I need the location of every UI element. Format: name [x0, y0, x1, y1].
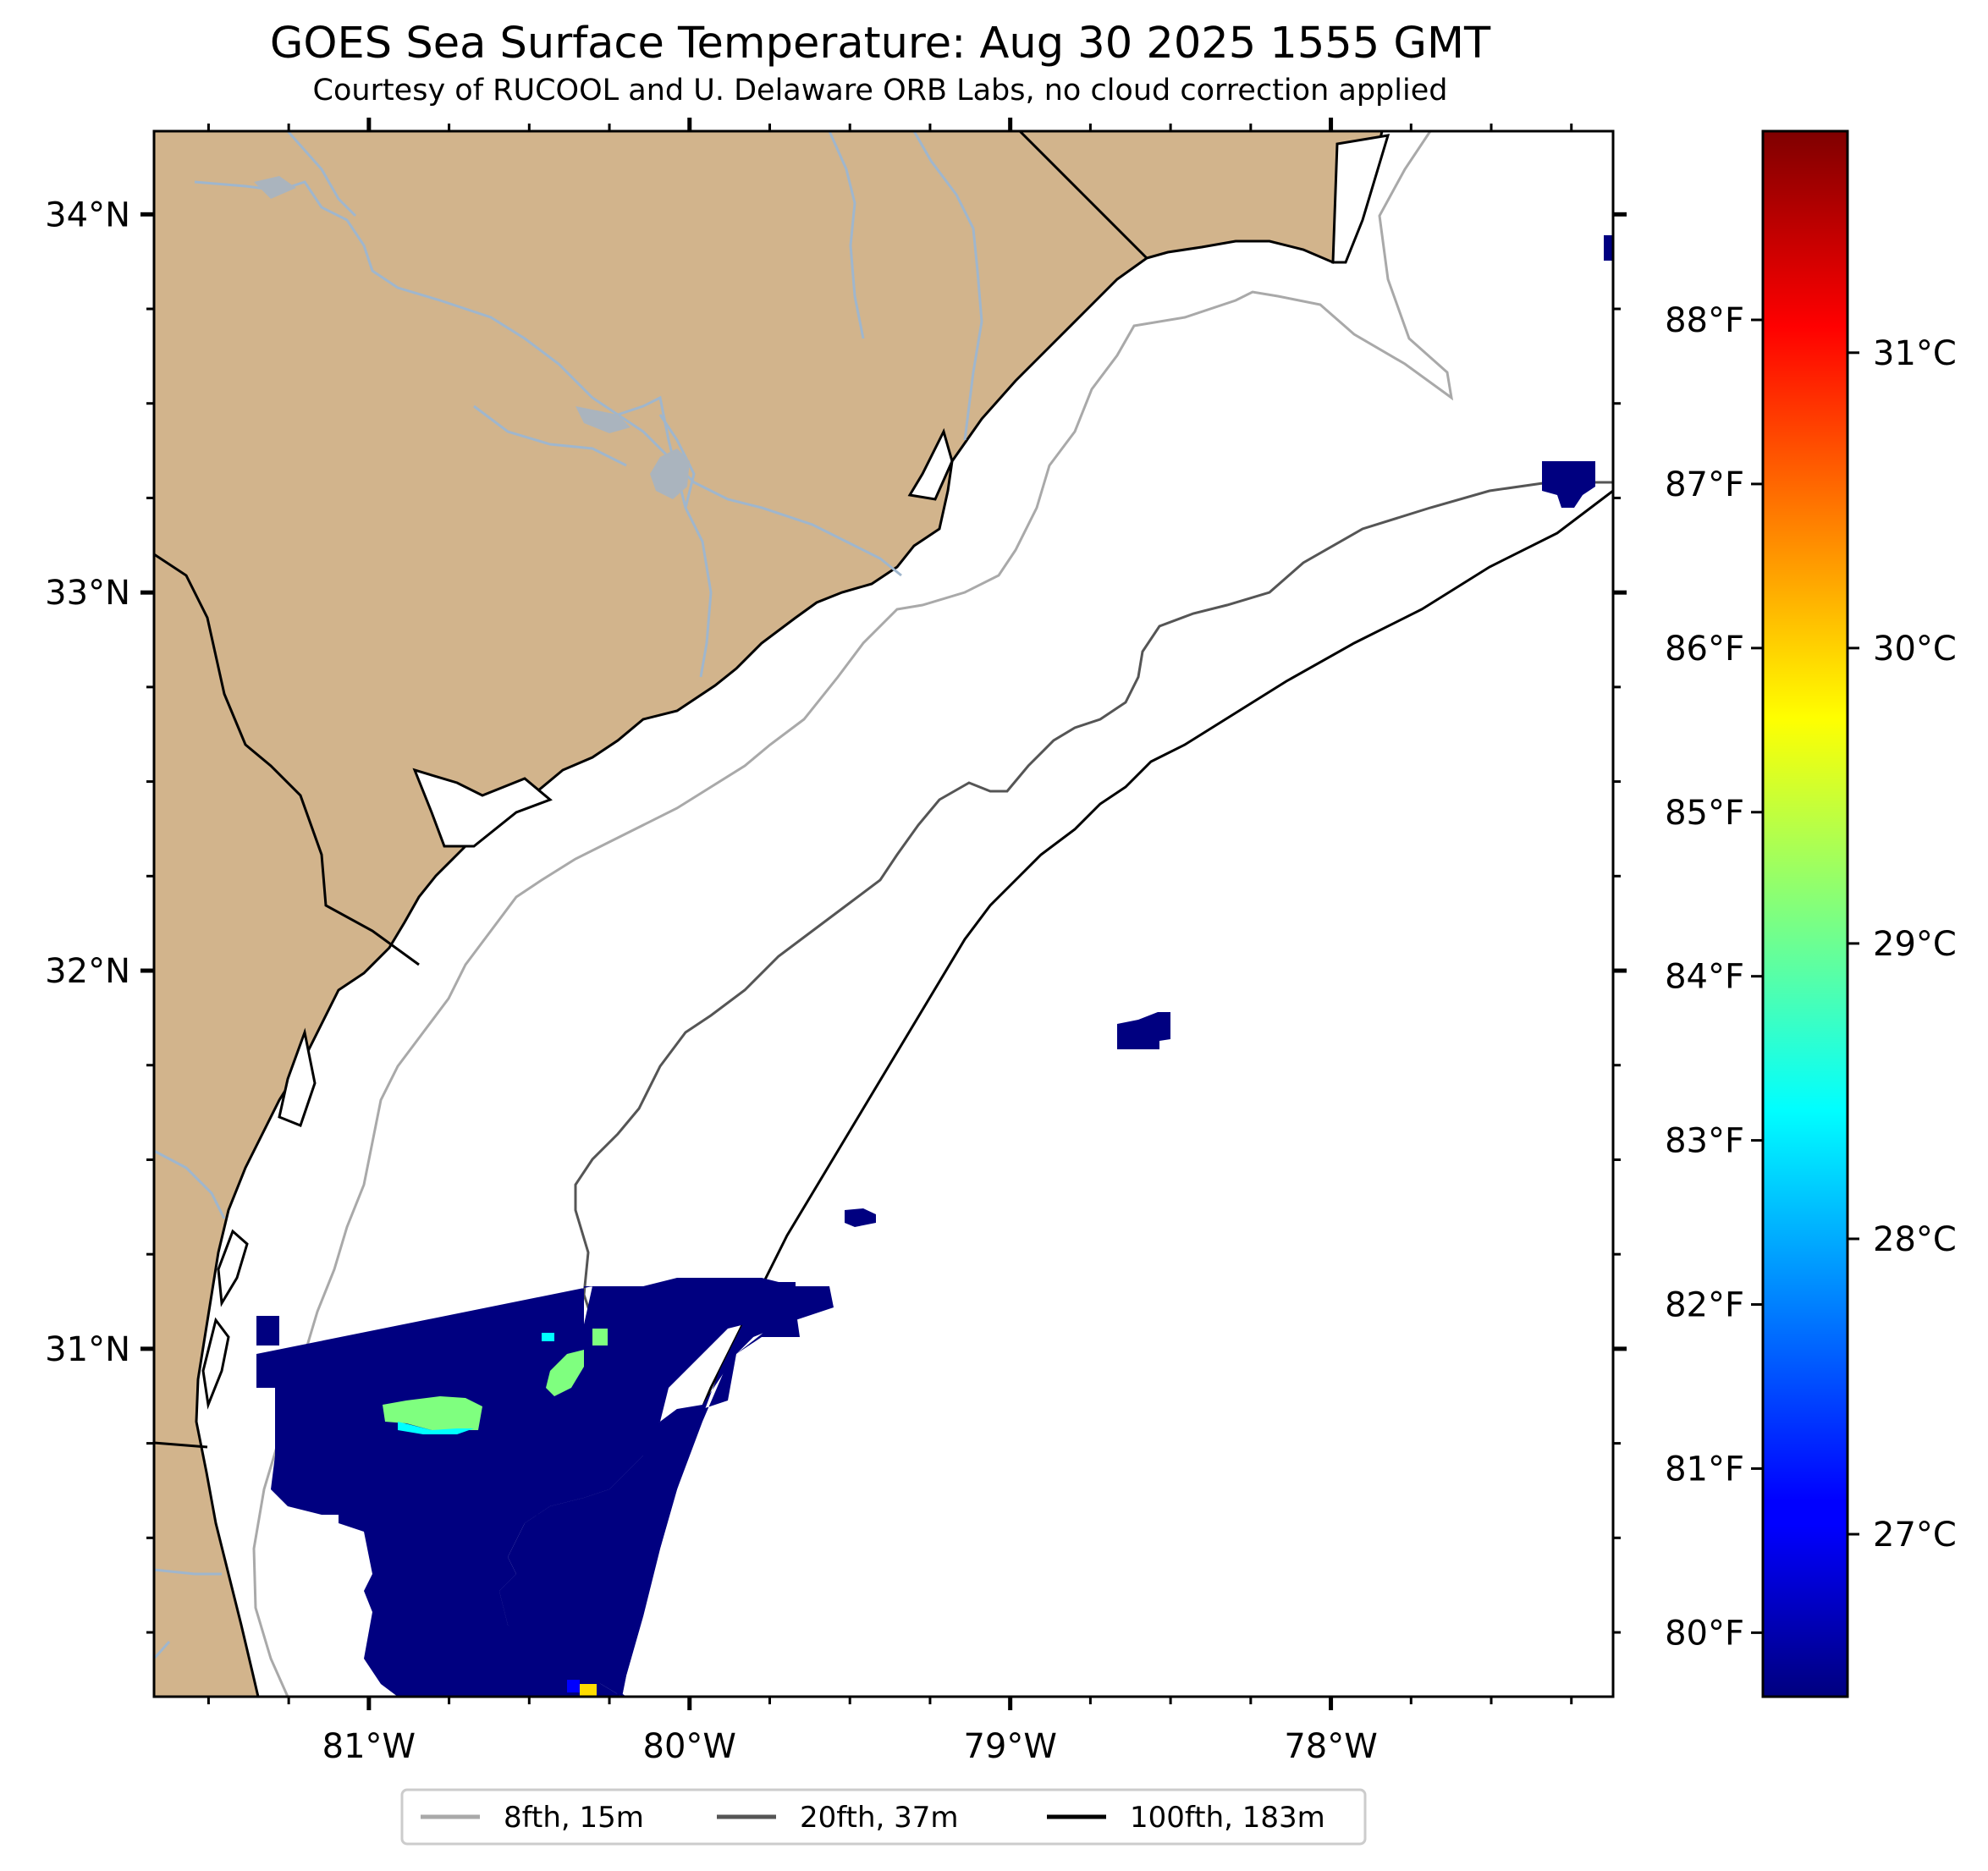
isobath-legend: 8fth, 15m 20fth, 37m 100fth, 183m: [400, 1788, 1367, 1846]
map-area: [154, 131, 1613, 1697]
colorbar-fahrenheit-label: 84°F: [1665, 958, 1744, 997]
legend-box: [400, 1788, 1367, 1846]
colorbar-fahrenheit-label: 80°F: [1665, 1614, 1744, 1653]
lon-tick-label: 78°W: [1284, 1727, 1377, 1766]
colorbar-fahrenheit-label: 81°F: [1665, 1450, 1744, 1489]
colorbar: [1761, 129, 1849, 1698]
inlet: [217, 1229, 249, 1307]
lake: [650, 448, 690, 499]
isobath-8fth: [252, 131, 1454, 1697]
legend-label: 20fth, 37m: [800, 1801, 959, 1835]
sound-water: [1331, 134, 1390, 264]
map-title: GOES Sea Surface Temperature: Aug 30 202…: [270, 19, 1491, 69]
lake: [254, 176, 296, 199]
colorbar-celsius-label: 31°C: [1873, 334, 1957, 373]
colorbar-fahrenheit-label: 87°F: [1665, 465, 1744, 504]
longitude-axis: 81°W 80°W 79°W 78°W: [207, 118, 1573, 1766]
colorbar-celsius-label: 29°C: [1873, 925, 1957, 964]
lat-tick-label: 32°N: [45, 952, 130, 991]
lat-tick-label: 34°N: [45, 195, 130, 234]
inlet: [412, 768, 553, 848]
lake: [575, 406, 631, 433]
colorbar-celsius-label: 27°C: [1873, 1516, 1957, 1555]
lon-tick-label: 80°W: [643, 1727, 736, 1766]
land-mass: [154, 131, 1384, 1697]
lat-tick-label: 33°N: [45, 574, 130, 613]
lon-tick-label: 79°W: [963, 1727, 1056, 1766]
colorbar-fahrenheit-label: 82°F: [1665, 1286, 1744, 1325]
colorbar-fahrenheit-label: 88°F: [1665, 301, 1744, 340]
colorbar-celsius-axis: 27°C 28°C 29°C 30°C 31°C: [1848, 334, 1957, 1555]
lon-tick-label: 81°W: [322, 1727, 416, 1766]
inlet: [907, 427, 954, 501]
inlet: [278, 1027, 317, 1127]
colorbar-celsius-label: 28°C: [1873, 1220, 1957, 1259]
colorbar-fahrenheit-label: 83°F: [1665, 1122, 1744, 1161]
legend-label: 100fth, 183m: [1130, 1801, 1325, 1835]
lat-tick-label: 31°N: [45, 1330, 130, 1369]
colorbar-fahrenheit-label: 86°F: [1665, 630, 1744, 669]
sst-pixels: [256, 235, 1613, 1697]
colorbar-fahrenheit-axis: 80°F 81°F 82°F 83°F 84°F 85°F 86°F 87°F 88°F: [1665, 301, 1763, 1653]
legend-label: 8fth, 15m: [504, 1801, 644, 1835]
map-subtitle: Courtesy of RUCOOL and U. Delaware ORB L…: [313, 74, 1448, 107]
colorbar-fahrenheit-label: 85°F: [1665, 794, 1744, 833]
colorbar-celsius-label: 30°C: [1873, 630, 1957, 669]
state-borders: [154, 131, 1148, 1449]
inlet: [201, 1317, 230, 1410]
latitude-axis: 31°N 32°N 33°N 34°N: [45, 195, 1627, 1634]
map-frame: [152, 129, 1615, 1698]
